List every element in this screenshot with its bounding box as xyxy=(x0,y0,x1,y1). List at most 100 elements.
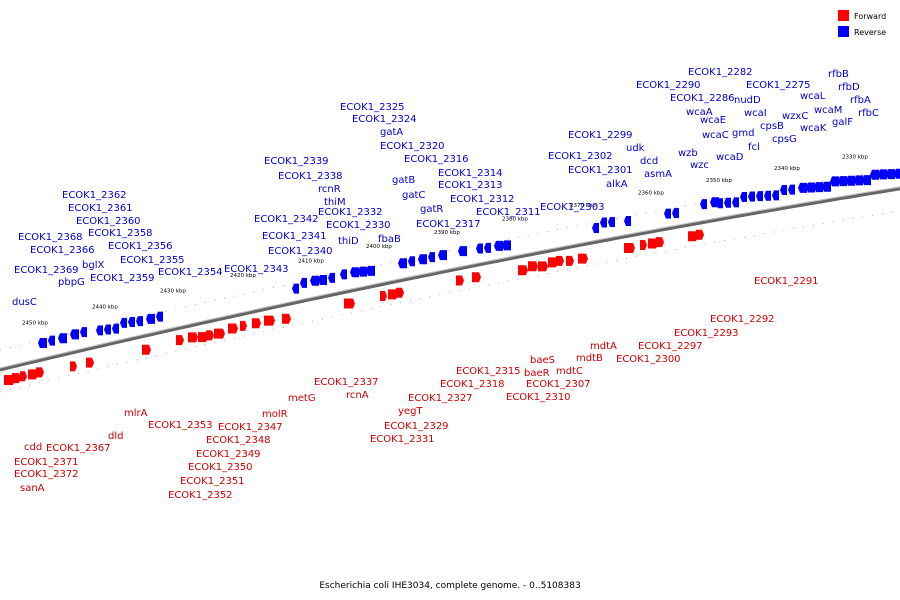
reverse-gene-arrow xyxy=(58,333,67,344)
reverse-gene-arrow xyxy=(592,222,599,233)
forward-gene-arrow xyxy=(206,330,214,341)
reverse-gene-arrow xyxy=(104,324,111,335)
reverse-gene-arrow xyxy=(870,169,879,180)
forward-gene-arrow xyxy=(282,313,291,324)
reverse-gene-label: rfbC xyxy=(858,108,879,119)
reverse-gene-arrow xyxy=(822,181,831,192)
reverse-gene-label: wzb xyxy=(678,148,698,159)
reverse-gene-arrow xyxy=(732,197,739,208)
forward-gene-label: ECOK1_2297 xyxy=(638,341,703,352)
reverse-gene-label: ECOK1_2340 xyxy=(268,246,333,257)
reverse-gene-arrow xyxy=(494,240,503,251)
reverse-gene-label: cpsB xyxy=(760,121,784,132)
reverse-gene-label: rfbB xyxy=(828,69,849,80)
reverse-gene-label: ECOK1_2290 xyxy=(636,80,701,91)
forward-strand-track xyxy=(4,229,704,386)
forward-gene-arrow xyxy=(696,229,704,240)
forward-gene-arrow xyxy=(578,253,588,264)
reverse-gene-label: thiM xyxy=(324,197,346,208)
reverse-gene-label: ECOK1_2299 xyxy=(568,130,633,141)
forward-gene-label: ECOK1_2347 xyxy=(218,422,283,433)
reverse-gene-label: ECOK1_2332 xyxy=(318,207,383,218)
reverse-gene-label: ECOK1_2356 xyxy=(108,241,173,252)
reverse-gene-label: wcaC xyxy=(702,130,729,141)
reverse-gene-label: dcd xyxy=(640,156,658,167)
reverse-gene-arrow xyxy=(838,176,847,187)
legend-forward-label: Forward xyxy=(854,12,886,21)
reverse-gene-arrow xyxy=(408,256,415,267)
reverse-gene-arrow xyxy=(502,240,511,251)
reverse-gene-label: ECOK1_2359 xyxy=(90,273,155,284)
reverse-gene-label: cpsG xyxy=(772,134,797,145)
forward-gene-label: ECOK1_2318 xyxy=(440,379,505,390)
reverse-gene-arrow xyxy=(740,191,747,202)
reverse-gene-label: bglX xyxy=(82,260,104,271)
kbp-tick-label: 2360 kbp xyxy=(638,190,664,196)
forward-gene-label: ECOK1_2329 xyxy=(384,421,449,432)
reverse-gene-arrow xyxy=(764,190,771,201)
reverse-gene-arrow xyxy=(120,317,127,328)
reverse-gene-arrow xyxy=(418,254,427,265)
forward-gene-label: ECOK1_2307 xyxy=(526,379,591,390)
reverse-gene-label: fcl xyxy=(748,142,760,153)
reverse-gene-arrow xyxy=(772,190,779,201)
reverse-gene-arrow xyxy=(806,182,815,193)
reverse-gene-arrow xyxy=(80,327,87,338)
reverse-gene-arrow xyxy=(854,175,863,186)
legend-reverse-label: Reverse xyxy=(854,28,886,37)
forward-gene-label: metG xyxy=(288,393,316,404)
reverse-gene-arrow xyxy=(310,275,319,286)
forward-gene-arrow xyxy=(86,357,94,368)
reverse-gene-arrow xyxy=(700,199,707,210)
kbp-tick-label: 2380 kbp xyxy=(502,216,528,222)
forward-gene-arrow xyxy=(20,371,27,382)
map-caption: Escherichia coli IHE3034, complete genom… xyxy=(319,581,580,591)
reverse-gene-label: ECOK1_2355 xyxy=(120,255,185,266)
forward-gene-label: ECOK1_2292 xyxy=(710,314,775,325)
reverse-gene-arrow xyxy=(780,184,787,195)
reverse-gene-arrow xyxy=(716,198,723,209)
forward-gene-arrow xyxy=(538,261,548,272)
kbp-tick-label: 2440 kbp xyxy=(92,304,118,310)
reverse-gene-arrow xyxy=(894,168,900,179)
forward-gene-label: ECOK1_2349 xyxy=(196,449,261,460)
reverse-gene-label: wcaA xyxy=(686,107,713,118)
reverse-gene-label: dusC xyxy=(12,297,37,308)
forward-gene-label: ECOK1_2350 xyxy=(188,462,253,473)
reverse-gene-arrow xyxy=(48,335,55,346)
forward-gene-arrow xyxy=(188,332,198,343)
reverse-gene-arrow xyxy=(624,215,631,226)
reverse-gene-arrow xyxy=(600,217,607,228)
forward-gene-arrow xyxy=(176,335,184,346)
reverse-gene-label: rcnR xyxy=(318,184,341,195)
reverse-gene-arrow xyxy=(358,266,367,277)
reverse-gene-label: ECOK1_2312 xyxy=(450,194,515,205)
forward-gene-label: rcnA xyxy=(346,390,369,401)
forward-gene-arrow xyxy=(12,373,21,384)
reverse-gene-arrow xyxy=(846,175,855,186)
reverse-gene-label: fbaB xyxy=(378,234,401,245)
forward-gene-arrow xyxy=(396,287,404,298)
reverse-gene-label: nudD xyxy=(734,95,761,106)
forward-gene-arrow xyxy=(656,237,664,248)
forward-gene-label: ECOK1_2293 xyxy=(674,328,739,339)
backbone-line xyxy=(0,187,900,372)
reverse-gene-arrow xyxy=(886,169,895,180)
reverse-gene-arrow xyxy=(878,169,887,180)
kbp-tick-label: 2370 kbp xyxy=(570,203,596,209)
reverse-gene-label: gmd xyxy=(732,128,754,139)
reverse-gene-label: wcaK xyxy=(800,123,827,134)
reverse-gene-arrow xyxy=(428,252,435,263)
forward-gene-label: ECOK1_2348 xyxy=(206,435,271,446)
forward-gene-arrow xyxy=(518,265,528,276)
forward-gene-arrow xyxy=(228,323,238,334)
reverse-gene-arrow xyxy=(38,337,47,348)
reverse-gene-arrow xyxy=(350,267,359,278)
reverse-gene-label: ECOK1_2338 xyxy=(278,171,343,182)
forward-gene-arrow xyxy=(198,332,208,343)
forward-gene-label: molR xyxy=(262,409,288,420)
reverse-gene-label: ECOK1_2313 xyxy=(438,180,503,191)
reverse-gene-label: ECOK1_2366 xyxy=(30,245,95,256)
forward-gene-arrow xyxy=(264,315,275,326)
forward-gene-label: ECOK1_2351 xyxy=(180,476,245,487)
